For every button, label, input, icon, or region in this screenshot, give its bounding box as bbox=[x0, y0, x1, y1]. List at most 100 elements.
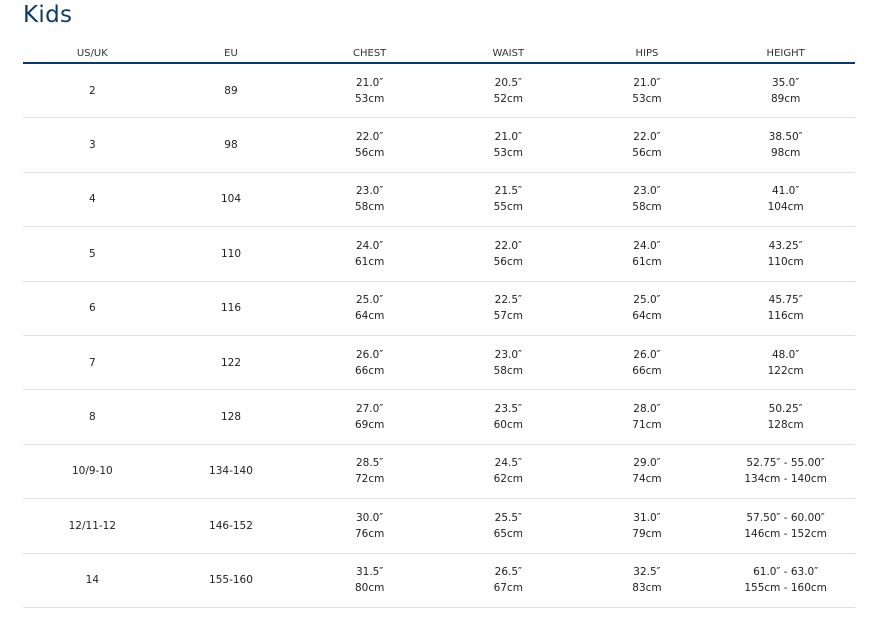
table-row: 7 122 26.0″ 66cm 23.0″ 58cm 26.0″ 66cm 48.0″ 122c… bbox=[23, 335, 855, 391]
value-inches: 22.0″ bbox=[494, 239, 522, 252]
cell-waist: 22.5″ 57cm bbox=[438, 281, 578, 336]
value-inches: 30.0″ bbox=[355, 511, 384, 524]
cell-eu: 134-140 bbox=[161, 444, 301, 500]
cell-us-uk: 14 bbox=[23, 553, 162, 608]
header-chest: CHEST bbox=[300, 44, 439, 64]
value-cm: 72cm bbox=[354, 473, 385, 486]
cell-hips: 29.0″ 74cm bbox=[577, 444, 717, 500]
value-inches: 21.5″ bbox=[494, 185, 522, 198]
cell-chest: 28.5″ 72cm bbox=[300, 444, 439, 500]
value-cm: 146cm - 152cm bbox=[744, 527, 827, 540]
value-cm: 67cm bbox=[493, 582, 523, 595]
value-cm: 56cm bbox=[493, 255, 523, 268]
table-row: 10/9-10 134-140 28.5″ 72cm 24.5″ 62cm 29.0″ 74c… bbox=[23, 444, 855, 500]
cell-height: 61.0″ - 63.0″ 155cm - 160cm bbox=[716, 553, 855, 608]
size-chart-table: US/UK EU CHEST WAIST HIPS HEIGHT 2 89 21.0… bbox=[23, 44, 855, 608]
value-inches: 24.5″ bbox=[494, 457, 522, 470]
cell-eu: 128 bbox=[161, 389, 301, 445]
header-hips: HIPS bbox=[577, 44, 717, 64]
value-cm: 58cm bbox=[354, 201, 385, 214]
cell-chest: 26.0″ 66cm bbox=[300, 335, 439, 391]
value-cm: 122cm bbox=[767, 364, 804, 377]
value-cm: 104cm bbox=[767, 201, 804, 214]
value-cm: 76cm bbox=[354, 527, 385, 540]
cell-eu: 89 bbox=[161, 63, 301, 119]
value-inches: 48.0″ bbox=[771, 348, 800, 361]
table-row: 3 98 22.0″ 56cm 21.0″ 53cm 22.0″ 56cm 38.50″ 98cm bbox=[23, 117, 855, 173]
cell-hips: 28.0″ 71cm bbox=[577, 389, 717, 445]
value-inches: 29.0″ bbox=[633, 457, 661, 470]
value-inches: 27.0″ bbox=[355, 403, 384, 416]
cell-hips: 31.0″ 79cm bbox=[577, 498, 717, 554]
cell-eu: 98 bbox=[161, 117, 301, 173]
cell-waist: 21.0″ 53cm bbox=[438, 117, 578, 173]
cell-eu: 146-152 bbox=[161, 498, 301, 554]
value-cm: 98cm bbox=[770, 147, 801, 160]
value-inches: 23.5″ bbox=[494, 403, 522, 416]
value-cm: 60cm bbox=[493, 419, 523, 432]
header-waist: WAIST bbox=[438, 44, 578, 64]
value-inches: 25.5″ bbox=[494, 511, 522, 524]
value-inches: 41.0″ bbox=[771, 185, 800, 198]
value-inches: 38.50″ bbox=[768, 131, 803, 144]
table-row: 2 89 21.0″ 53cm 20.5″ 52cm 21.0″ 53cm 35.0″ 89cm bbox=[23, 63, 855, 119]
cell-hips: 21.0″ 53cm bbox=[577, 63, 717, 119]
cell-eu: 104 bbox=[161, 172, 301, 228]
value-cm: 74cm bbox=[632, 473, 662, 486]
value-inches: 43.25″ bbox=[768, 239, 803, 252]
value-cm: 71cm bbox=[632, 419, 662, 432]
value-cm: 53cm bbox=[632, 92, 662, 105]
cell-height: 38.50″ 98cm bbox=[716, 117, 855, 173]
cell-waist: 20.5″ 52cm bbox=[438, 63, 578, 119]
cell-us-uk: 6 bbox=[23, 281, 162, 336]
value-inches: 50.25″ bbox=[768, 403, 803, 416]
value-inches: 32.5″ bbox=[633, 566, 661, 579]
cell-chest: 21.0″ 53cm bbox=[300, 63, 439, 119]
value-inches: 61.0″ - 63.0″ bbox=[753, 566, 819, 579]
cell-waist: 21.5″ 55cm bbox=[438, 172, 578, 228]
cell-height: 48.0″ 122cm bbox=[716, 335, 855, 391]
value-inches: 21.0″ bbox=[633, 76, 661, 89]
value-cm: 53cm bbox=[493, 147, 523, 160]
cell-us-uk: 2 bbox=[23, 63, 162, 119]
value-cm: 58cm bbox=[493, 364, 523, 377]
value-inches: 25.0″ bbox=[633, 294, 661, 307]
cell-waist: 25.5″ 65cm bbox=[438, 498, 578, 554]
value-cm: 134cm - 140cm bbox=[744, 473, 827, 486]
value-cm: 58cm bbox=[632, 201, 662, 214]
value-cm: 110cm bbox=[767, 255, 804, 268]
value-cm: 66cm bbox=[354, 364, 385, 377]
value-cm: 57cm bbox=[493, 310, 523, 323]
value-cm: 65cm bbox=[493, 527, 523, 540]
value-cm: 128cm bbox=[767, 419, 804, 432]
value-inches: 57.50″ - 60.00″ bbox=[746, 511, 825, 524]
cell-hips: 26.0″ 66cm bbox=[577, 335, 717, 391]
value-cm: 116cm bbox=[767, 310, 804, 323]
value-inches: 20.5″ bbox=[494, 76, 522, 89]
value-inches: 26.0″ bbox=[633, 348, 661, 361]
value-cm: 64cm bbox=[632, 310, 662, 323]
cell-height: 57.50″ - 60.00″ 146cm - 152cm bbox=[716, 498, 855, 554]
cell-chest: 31.5″ 80cm bbox=[300, 553, 439, 608]
value-cm: 64cm bbox=[354, 310, 385, 323]
cell-eu: 110 bbox=[161, 226, 301, 282]
value-inches: 22.0″ bbox=[355, 131, 384, 144]
value-inches: 21.0″ bbox=[494, 131, 522, 144]
table-row: 8 128 27.0″ 69cm 23.5″ 60cm 28.0″ 71cm 50.25″ 128… bbox=[23, 389, 855, 445]
cell-waist: 24.5″ 62cm bbox=[438, 444, 578, 500]
table-row: 12/11-12 146-152 30.0″ 76cm 25.5″ 65cm 31.0″ 79… bbox=[23, 498, 855, 554]
value-inches: 52.75″ - 55.00″ bbox=[746, 457, 825, 470]
value-inches: 24.0″ bbox=[355, 239, 384, 252]
value-cm: 62cm bbox=[493, 473, 523, 486]
value-cm: 61cm bbox=[632, 255, 662, 268]
value-cm: 55cm bbox=[493, 201, 523, 214]
value-inches: 23.0″ bbox=[494, 348, 522, 361]
value-inches: 21.0″ bbox=[355, 76, 384, 89]
value-cm: 66cm bbox=[632, 364, 662, 377]
header-eu: EU bbox=[161, 44, 301, 64]
value-inches: 45.75″ bbox=[768, 294, 803, 307]
cell-height: 43.25″ 110cm bbox=[716, 226, 855, 282]
cell-us-uk: 3 bbox=[23, 117, 162, 173]
value-inches: 22.0″ bbox=[633, 131, 661, 144]
cell-waist: 23.5″ 60cm bbox=[438, 389, 578, 445]
